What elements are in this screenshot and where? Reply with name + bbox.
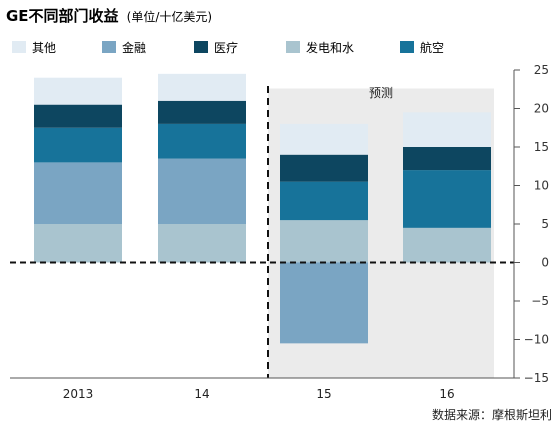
bar-16-航空 (403, 170, 491, 228)
x-tick-label: 14 (194, 387, 209, 401)
bar-14-金融 (158, 158, 246, 224)
y-tick-label: −10 (524, 333, 549, 347)
legend-label: 医疗 (214, 41, 238, 55)
legend-label: 金融 (122, 40, 146, 55)
chart-title: GE不同部门收益 (单位/十亿美元) (6, 6, 212, 25)
bar-2013-金融 (34, 162, 122, 224)
y-tick-label: −5 (531, 294, 549, 308)
y-tick-label: 20 (534, 102, 549, 116)
bar-15-医疗 (280, 154, 368, 182)
y-tick-label: 0 (541, 256, 549, 270)
y-tick-label: 10 (534, 179, 549, 193)
legend: 其他 金融 医疗 发电和水 航空 (12, 40, 444, 55)
bar-15-其他 (280, 123, 368, 155)
x-tick-label: 16 (439, 387, 454, 401)
bar-2013-医疗 (34, 104, 122, 128)
bar-16-医疗 (403, 147, 491, 171)
y-tick-label: 15 (534, 140, 549, 154)
forecast-label: 预测 (369, 86, 393, 100)
x-tick-label: 2013 (63, 387, 94, 401)
legend-label: 航空 (420, 40, 444, 55)
legend-swatch (102, 41, 116, 53)
legend-label: 发电和水 (306, 40, 354, 55)
chart-title-unit: (单位/十亿美元) (127, 9, 212, 24)
bar-16-其他 (403, 112, 491, 147)
bar-2013-其他 (34, 77, 122, 105)
source-note: 数据来源：摩根斯坦利 (432, 407, 552, 422)
bar-2013-发电和水 (34, 224, 122, 263)
bar-15-发电和水 (280, 220, 368, 263)
bar-14-航空 (158, 123, 246, 159)
bar-15-航空 (280, 181, 368, 221)
y-tick-label: −15 (524, 371, 549, 385)
legend-swatch (400, 41, 414, 53)
legend-swatch (194, 41, 208, 53)
bar-14-发电和水 (158, 224, 246, 263)
bar-14-其他 (158, 73, 246, 101)
x-tick-label: 15 (316, 387, 331, 401)
y-tick-label: 5 (541, 217, 549, 231)
bar-16-发电和水 (403, 227, 491, 263)
legend-swatch (12, 41, 26, 53)
legend-label: 其他 (32, 41, 56, 55)
legend-swatch (286, 41, 300, 53)
y-tick-label: 25 (534, 63, 549, 77)
plot-area: 预测 25 20 15 10 5 0 −5 −10 −15 2013 14 15 16 (10, 63, 549, 401)
bar-15-金融 (280, 262, 368, 344)
bar-14-医疗 (158, 100, 246, 124)
bar-2013-航空 (34, 127, 122, 163)
chart-title-main: GE不同部门收益 (6, 7, 119, 25)
